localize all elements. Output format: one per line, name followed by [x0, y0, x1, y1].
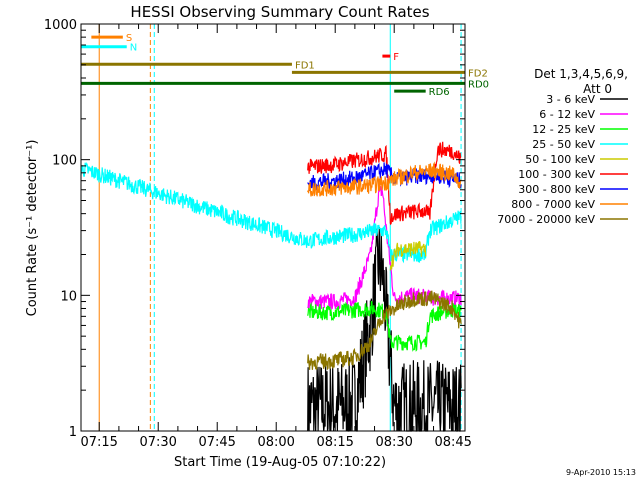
status-bar-label-6: RD6: [429, 87, 450, 98]
legend-label-0: 3 - 6 keV: [546, 93, 595, 106]
legend: Det 1,3,4,5,6,9, Att 0 3 - 6 keV 6 - 12 k…: [497, 67, 628, 226]
series-line-0: [307, 226, 462, 432]
y-tick-label-2: 100: [52, 154, 77, 169]
x-tick-label-0: 07:15: [80, 435, 117, 450]
legend-label-5: 100 - 300 keV: [518, 168, 595, 181]
x-tick-label-5: 08:30: [375, 435, 412, 450]
legend-label-7: 800 - 7000 keV: [511, 198, 595, 211]
y-tick-label-1: 10: [60, 289, 77, 304]
y-axis: 1 10 100 1000: [44, 18, 465, 440]
x-tick-label-1: 07:30: [139, 435, 176, 450]
x-tick-label-3: 08:00: [257, 435, 294, 450]
y-tick-label-0: 1: [69, 425, 77, 440]
x-tick-label-2: 07:45: [198, 435, 235, 450]
status-bar-label-1: N: [130, 43, 137, 54]
series-group: [80, 141, 462, 432]
series-line-4: [389, 240, 427, 271]
status-bar-label-2: FD1: [295, 60, 315, 71]
series-line-5: [307, 141, 462, 226]
legend-title-line-2: Att 0: [583, 82, 612, 96]
status-bar-label-0: S: [126, 33, 132, 44]
plot-frame: [80, 23, 466, 432]
legend-label-3: 25 - 50 keV: [532, 138, 595, 151]
legend-label-6: 300 - 800 keV: [518, 183, 595, 196]
x-axis-label: Start Time (19-Aug-05 07:10:22): [174, 455, 386, 470]
x-axis: 07:15 07:30 07:45 08:00 08:15 08:30 08:45: [80, 24, 472, 450]
vertical-lines-group: [98, 24, 462, 431]
status-bar-label-3: FD2: [468, 68, 488, 79]
y-axis-label: Count Rate (s⁻¹ detector⁻¹): [25, 140, 40, 317]
legend-label-1: 6 - 12 keV: [539, 108, 595, 121]
legend-title-line-1: Det 1,3,4,5,6,9,: [534, 67, 628, 81]
legend-label-8: 7000 - 20000 keV: [497, 213, 595, 226]
x-tick-label-4: 08:15: [316, 435, 353, 450]
series-line-8: [307, 290, 462, 371]
legend-label-2: 12 - 25 keV: [532, 123, 595, 136]
status-bar-label-5: RD0: [468, 79, 489, 90]
chart-title: HESSI Observing Summary Count Rates: [130, 3, 429, 21]
y-tick-label-3: 1000: [44, 18, 77, 33]
status-bars-group: SN FD1 FD2 F RD0 RD6: [81, 33, 489, 98]
series-line-7: [307, 161, 462, 197]
legend-label-4: 50 - 100 keV: [525, 153, 595, 166]
date-stamp: 9-Apr-2010 15:13: [566, 468, 636, 477]
x-tick-label-6: 08:45: [434, 435, 471, 450]
status-bar-label-4: F: [393, 52, 399, 63]
